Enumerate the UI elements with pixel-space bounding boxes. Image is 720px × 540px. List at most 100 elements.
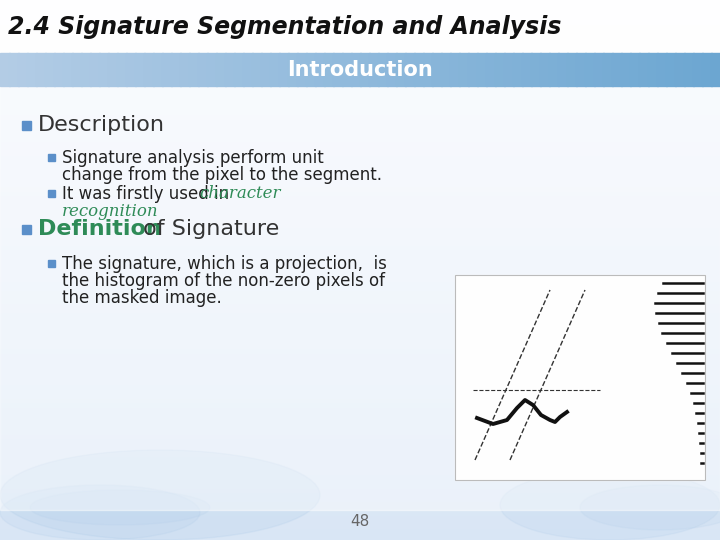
Bar	[0, 413, 720, 418]
Bar	[117, 53, 127, 86]
Bar	[455, 275, 705, 480]
Bar	[0, 390, 720, 396]
Bar	[0, 458, 720, 463]
Bar	[0, 336, 720, 342]
Bar	[0, 89, 720, 94]
Bar	[315, 53, 325, 86]
Bar	[0, 309, 720, 315]
Bar	[558, 53, 568, 86]
Bar	[369, 53, 379, 86]
Bar	[576, 53, 586, 86]
Bar	[0, 386, 720, 391]
Bar	[0, 508, 720, 513]
Bar	[522, 53, 532, 86]
Bar	[0, 516, 720, 522]
Bar	[180, 53, 190, 86]
Ellipse shape	[0, 485, 200, 540]
Text: the masked image.: the masked image.	[62, 289, 222, 307]
Bar	[0, 300, 720, 306]
Bar	[99, 53, 109, 86]
Bar	[0, 408, 720, 414]
Text: Definition: Definition	[38, 219, 162, 239]
Bar	[22, 225, 31, 234]
Bar	[306, 53, 316, 86]
Bar	[0, 422, 720, 428]
Bar	[0, 481, 720, 486]
Bar	[0, 521, 720, 526]
Bar	[414, 53, 424, 86]
Bar	[0, 161, 720, 166]
Bar	[0, 107, 720, 112]
Bar	[0, 184, 720, 189]
Bar	[0, 224, 720, 230]
Bar	[0, 57, 720, 63]
Bar	[630, 53, 640, 86]
Bar	[0, 49, 720, 54]
Bar	[531, 53, 541, 86]
Bar	[81, 53, 91, 86]
Bar	[0, 26, 720, 31]
Ellipse shape	[500, 470, 720, 540]
Bar	[288, 53, 298, 86]
Bar	[0, 246, 720, 252]
Bar	[0, 354, 720, 360]
Bar	[0, 377, 720, 382]
Bar	[36, 53, 46, 86]
Bar	[585, 53, 595, 86]
Bar	[0, 381, 720, 387]
Bar	[252, 53, 262, 86]
Bar	[63, 53, 73, 86]
Bar	[48, 154, 55, 161]
Bar	[405, 53, 415, 86]
Bar	[0, 332, 720, 338]
Bar	[0, 282, 720, 288]
Bar	[0, 17, 720, 23]
Bar	[702, 53, 712, 86]
Bar	[0, 174, 720, 180]
Bar	[0, 98, 720, 104]
Bar	[333, 53, 343, 86]
Bar	[189, 53, 199, 86]
Bar	[0, 417, 720, 423]
Bar	[0, 462, 720, 468]
Bar	[243, 53, 253, 86]
Bar	[0, 242, 720, 247]
Bar	[0, 0, 720, 53]
Ellipse shape	[580, 485, 720, 530]
Bar	[513, 53, 523, 86]
Bar	[441, 53, 451, 86]
Bar	[0, 260, 720, 266]
Bar	[0, 435, 720, 441]
Bar	[0, 116, 720, 122]
Bar	[0, 467, 720, 472]
Bar	[0, 53, 720, 58]
Bar	[0, 84, 720, 90]
Bar	[108, 53, 118, 86]
Bar	[0, 327, 720, 333]
Bar	[0, 80, 720, 85]
Bar	[0, 206, 720, 212]
Bar	[0, 30, 720, 36]
Bar	[279, 53, 289, 86]
Ellipse shape	[30, 490, 210, 525]
Bar	[0, 454, 720, 459]
Bar	[9, 53, 19, 86]
Bar	[540, 53, 550, 86]
Text: character: character	[199, 186, 280, 202]
Bar	[486, 53, 496, 86]
Bar	[639, 53, 649, 86]
Bar	[0, 238, 720, 243]
Bar	[342, 53, 352, 86]
Bar	[0, 130, 720, 135]
Text: 48: 48	[351, 515, 369, 530]
Bar	[0, 53, 10, 86]
Bar	[504, 53, 514, 86]
Bar	[450, 53, 460, 86]
Bar	[0, 503, 720, 509]
Bar	[0, 449, 720, 455]
Bar	[0, 292, 720, 297]
Bar	[693, 53, 703, 86]
Bar	[396, 53, 406, 86]
Text: Signature analysis perform unit: Signature analysis perform unit	[62, 149, 324, 167]
Bar	[0, 269, 720, 274]
